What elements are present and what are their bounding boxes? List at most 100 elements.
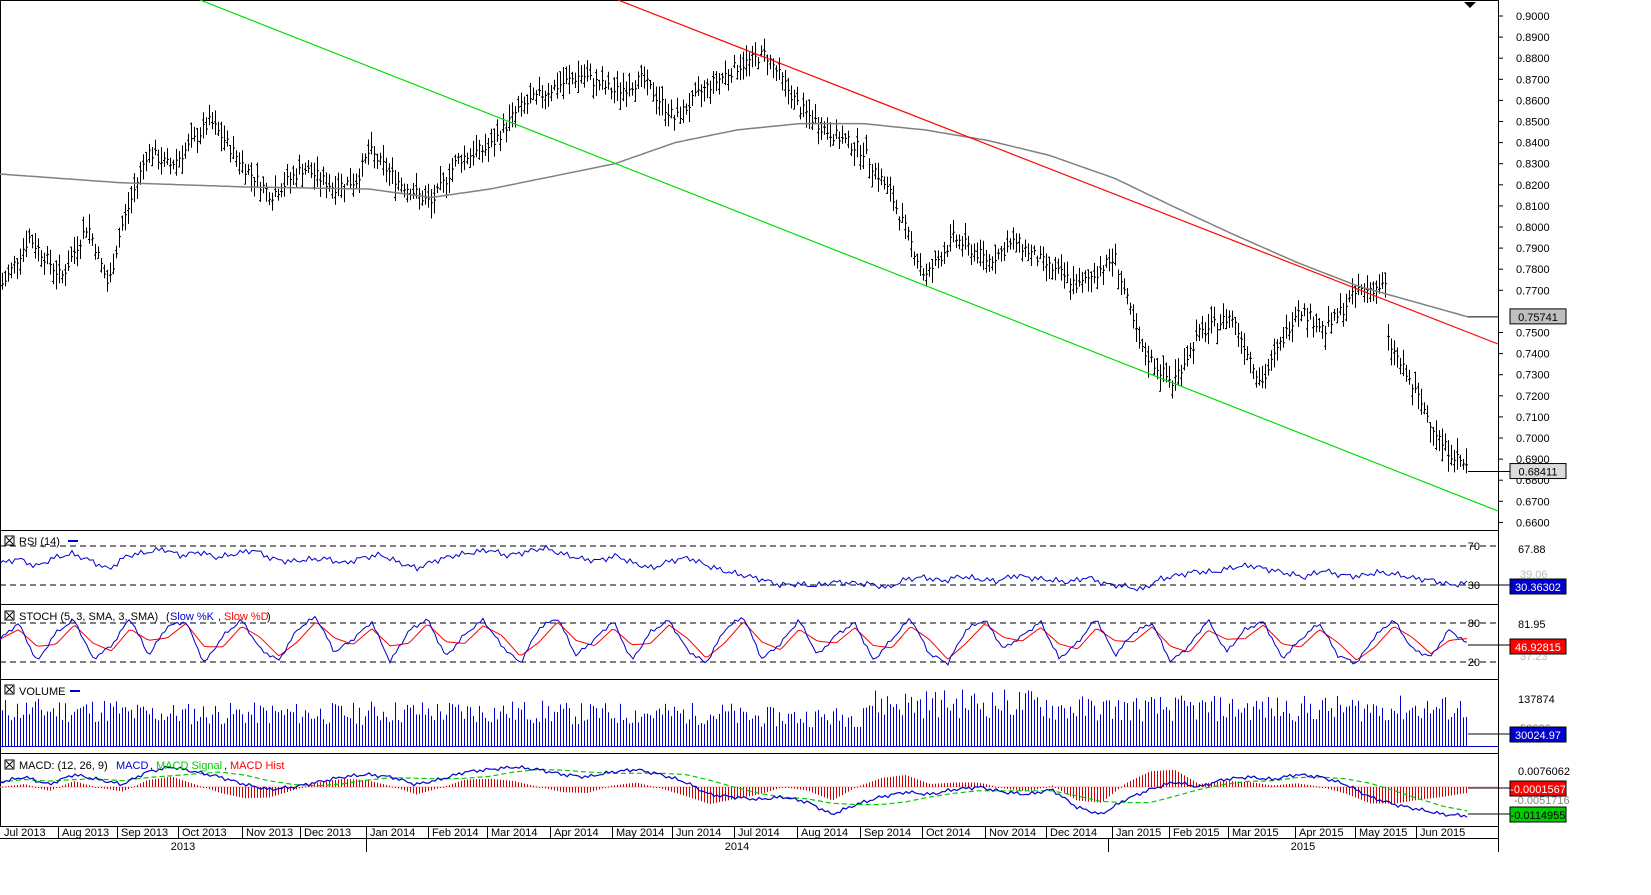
volume-bar[interactable] [602,708,603,746]
volume-bar[interactable] [1046,699,1047,746]
volume-bar[interactable] [176,715,177,746]
macd-hist-bar[interactable] [1325,787,1326,789]
volume-bar[interactable] [1412,707,1413,746]
volume-bar[interactable] [563,708,564,746]
macd-hist-bar[interactable] [1403,787,1404,803]
macd-hist-bar[interactable] [1241,781,1242,787]
macd-hist-bar[interactable] [371,781,372,787]
macd-hist-bar[interactable] [47,787,48,791]
macd-hist-bar[interactable] [632,783,633,787]
macd-hist-bar[interactable] [296,787,297,790]
volume-bar[interactable] [590,704,591,746]
macd-hist-bar[interactable] [485,778,486,787]
macd-hist-bar[interactable] [83,783,84,787]
volume-bar[interactable] [1229,703,1230,746]
macd-hist-bar[interactable] [446,785,447,787]
volume-bar[interactable] [1298,716,1299,746]
macd-hist-bar[interactable] [551,787,552,790]
macd-hist-bar[interactable] [707,787,708,804]
volume-bar[interactable] [1169,710,1170,746]
macd-hist-bar[interactable] [179,779,180,787]
macd-hist-bar[interactable] [569,787,570,793]
macd-hist-bar[interactable] [41,787,42,789]
volume-bar[interactable] [1025,693,1026,746]
volume-bar[interactable] [1016,709,1017,746]
macd-hist-bar[interactable] [1253,782,1254,787]
volume-bar[interactable] [302,716,303,746]
macd-hist-bar[interactable] [224,787,225,794]
macd-hist-bar[interactable] [998,787,999,788]
macd-hist-bar[interactable] [728,787,729,801]
macd-hist-bar[interactable] [1184,775,1185,787]
macd-hist-bar[interactable] [1331,787,1332,790]
macd-hist-bar[interactable] [1031,787,1032,791]
macd-hist-bar[interactable] [272,787,273,797]
macd-hist-bar[interactable] [815,787,816,794]
macd-hist-bar[interactable] [308,785,309,787]
volume-bar[interactable] [1037,697,1038,746]
volume-bar[interactable] [395,702,396,746]
macd-hist-bar[interactable] [845,787,846,794]
volume-bar[interactable] [68,721,69,746]
macd-hist-bar[interactable] [1082,787,1083,802]
macd-hist-bar[interactable] [302,787,303,788]
macd-hist-bar[interactable] [419,787,420,794]
macd-hist-bar[interactable] [893,776,894,787]
volume-bar[interactable] [1295,721,1296,746]
volume-bar[interactable] [329,722,330,746]
macd-hist-bar[interactable] [1106,787,1107,799]
volume-bar[interactable] [1103,701,1104,746]
volume-bar[interactable] [104,701,105,746]
volume-bar[interactable] [32,707,33,746]
macd-hist-bar[interactable] [212,787,213,791]
macd-hist-bar[interactable] [245,787,246,799]
macd-hist-bar[interactable] [950,782,951,787]
macd-hist-bar[interactable] [209,787,210,790]
volume-bar[interactable] [1082,696,1083,746]
volume-bar[interactable] [488,721,489,746]
macd-hist-bar[interactable] [782,787,783,788]
volume-bar[interactable] [413,705,414,746]
volume-bar[interactable] [353,702,354,746]
macd-hist-bar[interactable] [1058,787,1059,790]
price-panel[interactable]: 0.9000 0.8900 0.8800 0.8700 0.8600 0.8500 0.84… [0,0,1567,529]
volume-bar[interactable] [596,708,597,746]
volume-bar[interactable] [1211,701,1212,746]
macd-hist-bar[interactable] [860,785,861,787]
macd-hist-bar[interactable] [938,783,939,787]
volume-bar[interactable] [308,712,309,746]
volume-bar[interactable] [962,689,963,746]
volume-bar[interactable] [701,723,702,746]
macd-hist-bar[interactable] [143,781,144,787]
volume-bar[interactable] [629,723,630,746]
volume-bar[interactable] [677,710,678,746]
macd-hist-bar[interactable] [758,787,759,795]
macd-hist-bar[interactable] [17,784,18,787]
macd-hist-bar[interactable] [392,786,393,788]
macd-hist-bar[interactable] [1175,770,1176,787]
volume-bar[interactable] [812,727,813,746]
macd-hist-bar[interactable] [146,780,147,787]
volume-bar[interactable] [1142,721,1143,746]
volume-bar[interactable] [947,707,948,746]
volume-bar[interactable] [683,709,684,746]
volume-bar[interactable] [17,703,18,746]
volume-bar[interactable] [419,714,420,746]
volume-bar[interactable] [977,703,978,746]
macd-hist-bar[interactable] [242,787,243,798]
macd-hist-bar[interactable] [1301,783,1302,787]
volume-bar[interactable] [506,714,507,746]
volume-bar[interactable] [704,724,705,746]
volume-bar[interactable] [674,706,675,746]
volume-bar[interactable] [1355,705,1356,746]
volume-bar[interactable] [560,704,561,746]
volume-bar[interactable] [515,719,516,746]
volume-bar[interactable] [1217,721,1218,746]
macd-hist-bar[interactable] [1334,787,1335,791]
macd-hist-bar[interactable] [1085,787,1086,802]
volume-bar[interactable] [557,712,558,746]
volume-panel[interactable]: 1378745863630024.97 [0,689,1567,747]
macd-hist-bar[interactable] [1238,781,1239,787]
volume-bar[interactable] [290,711,291,746]
